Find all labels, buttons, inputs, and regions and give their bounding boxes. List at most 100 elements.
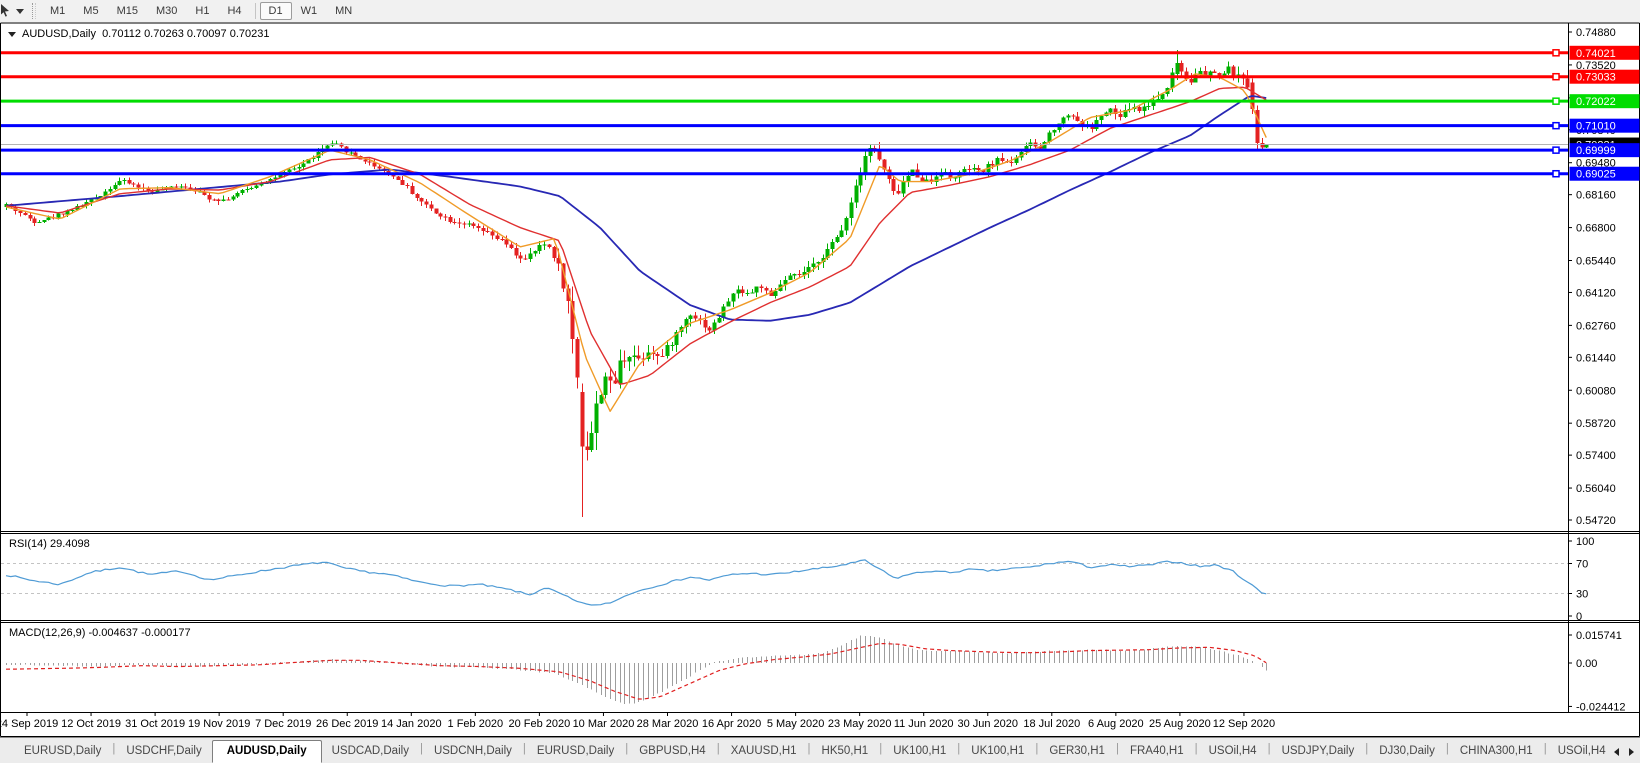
macd-label: MACD(12,26,9) -0.004637 -0.000177 bbox=[9, 627, 191, 639]
tab-separator: | bbox=[1543, 743, 1547, 755]
date-label: 1 Feb 2020 bbox=[448, 718, 504, 730]
rsi-tick-label: 70 bbox=[1576, 559, 1588, 571]
chart-tab-usdcnh-daily[interactable]: USDCNH,Daily bbox=[433, 745, 512, 757]
timeframe-button-mn[interactable]: MN bbox=[335, 5, 353, 17]
chart-tab-china300-h1[interactable]: CHINA300,H1 bbox=[1459, 745, 1533, 757]
chart-tab-audusd-daily[interactable]: AUDUSD,Daily bbox=[211, 740, 322, 763]
hline-handle[interactable] bbox=[1552, 49, 1560, 57]
hline-tag bbox=[1569, 118, 1640, 133]
hline-handle[interactable] bbox=[1552, 121, 1560, 130]
hline-tag-text: 0.72022 bbox=[1576, 96, 1616, 108]
price-tick-label: 0.69480 bbox=[1576, 158, 1616, 170]
chart-tab-eurusd-daily[interactable]: EURUSD,Daily bbox=[24, 745, 102, 757]
panel-borders bbox=[0, 22, 1640, 737]
hline-handle[interactable] bbox=[1552, 97, 1560, 105]
dropdown-caret-icon bbox=[16, 8, 24, 14]
toolbar-grip[interactable] bbox=[32, 3, 36, 19]
chart-tab-uk100-h1[interactable]: UK100,H1 bbox=[893, 745, 947, 757]
tab-separator: | bbox=[522, 743, 526, 755]
price-tick-label: 0.62760 bbox=[1576, 320, 1616, 332]
hline-tag-text: 0.74021 bbox=[1576, 48, 1616, 60]
tab-separator: | bbox=[112, 743, 116, 755]
date-label: 7 Dec 2019 bbox=[255, 718, 311, 730]
rsi-line bbox=[5, 559, 1267, 606]
tab-separator: | bbox=[1267, 743, 1271, 755]
price-tick-label: 0.57400 bbox=[1576, 450, 1616, 462]
hline-tag bbox=[1569, 166, 1640, 181]
tab-separator: | bbox=[879, 743, 883, 755]
price-tick-label: 0.58720 bbox=[1576, 418, 1616, 430]
tab-scroll-left-icon[interactable] bbox=[1614, 748, 1619, 756]
hline-tag-text: 0.69999 bbox=[1576, 145, 1616, 157]
rsi-tick-label: 100 bbox=[1576, 536, 1594, 548]
macd-signal-line bbox=[5, 642, 1267, 700]
hline-handle[interactable] bbox=[1552, 146, 1560, 154]
chart-title: AUDUSD,Daily 0.70112 0.70263 0.70097 0.7… bbox=[8, 28, 269, 40]
price-tick-label: 0.60080 bbox=[1576, 385, 1616, 397]
tab-separator: | bbox=[716, 743, 720, 755]
pointer-tool-button[interactable] bbox=[0, 2, 27, 20]
hline-tag-text: 0.73033 bbox=[1576, 72, 1616, 84]
hline-handle[interactable] bbox=[1552, 169, 1560, 178]
hline-handle[interactable] bbox=[1552, 72, 1560, 81]
tab-separator: | bbox=[1445, 743, 1449, 755]
chart-tab-eurusd-daily[interactable]: EURUSD,Daily bbox=[536, 745, 615, 757]
chart-tab-usdcad-daily[interactable]: USDCAD,Daily bbox=[331, 745, 409, 757]
timeframe-button-h1[interactable]: H1 bbox=[195, 5, 210, 17]
price-tick-label: 0.73520 bbox=[1576, 60, 1616, 72]
chart-tab-fra40-h1[interactable]: FRA40,H1 bbox=[1129, 745, 1184, 757]
price-tick-label: 0.66800 bbox=[1576, 223, 1616, 235]
timeframe-button-m30[interactable]: M30 bbox=[155, 5, 178, 17]
chart-title-text: AUDUSD,Daily 0.70112 0.70263 0.70097 0.7… bbox=[22, 28, 270, 40]
mid-ma-line bbox=[5, 86, 1267, 385]
tab-separator: | bbox=[957, 743, 961, 755]
chart-tab-usdjpy-daily[interactable]: USDJPY,Daily bbox=[1281, 745, 1355, 757]
timeframe-button-m1[interactable]: M1 bbox=[50, 5, 66, 17]
chart-tab-xauusd-h1[interactable]: XAUUSD,H1 bbox=[730, 745, 797, 757]
tab-scroll-right-icon[interactable] bbox=[1629, 748, 1634, 756]
timeframe-button-m5[interactable]: M5 bbox=[83, 5, 99, 17]
hline-tag bbox=[1569, 143, 1640, 158]
date-label: 5 May 2020 bbox=[767, 718, 824, 730]
date-label: 23 May 2020 bbox=[828, 718, 892, 730]
macd-tick-label: 0.00 bbox=[1576, 658, 1597, 670]
date-label: 12 Sep 2020 bbox=[1213, 718, 1275, 730]
date-label: 16 Apr 2020 bbox=[702, 718, 761, 730]
horizontal-level-lines bbox=[1, 49, 1568, 178]
timeframe-button-h4[interactable]: H4 bbox=[227, 5, 242, 17]
date-label: 14 Jan 2020 bbox=[381, 718, 442, 730]
date-label: 30 Jun 2020 bbox=[957, 718, 1018, 730]
tab-separator: | bbox=[1035, 743, 1039, 755]
chart-tabbar: EURUSD,Daily | USDCHF,Daily AUDUSD,Daily USD… bbox=[0, 737, 1640, 763]
chart-dropdown-icon[interactable] bbox=[8, 31, 16, 37]
candlestick-series bbox=[4, 50, 1269, 517]
timeframe-button-w1[interactable]: W1 bbox=[300, 5, 318, 17]
hline-tag bbox=[1569, 45, 1640, 60]
chart-tab-gbpusd-h4[interactable]: GBPUSD,H4 bbox=[639, 745, 706, 757]
date-label: 12 Oct 2019 bbox=[61, 718, 121, 730]
pointer-cursor-icon bbox=[0, 3, 12, 20]
moving-averages bbox=[5, 73, 1267, 412]
chart-tab-usdchf-daily[interactable]: USDCHF,Daily bbox=[126, 745, 202, 757]
hline-tag-text: 0.71010 bbox=[1576, 121, 1616, 133]
chart-canvas[interactable]: 0.748800.735200.721600.708400.694800.681… bbox=[0, 22, 1640, 737]
tab-separator: | bbox=[1365, 743, 1369, 755]
timeframe-button-d1[interactable]: D1 bbox=[259, 2, 292, 20]
macd-histogram bbox=[6, 635, 1267, 705]
chart-tab-usoil-h4[interactable]: USOil,H4 bbox=[1557, 745, 1606, 757]
tab-separator: | bbox=[1115, 743, 1119, 755]
date-label: 24 Sep 2019 bbox=[0, 718, 58, 730]
macd-tick-label: -0.024412 bbox=[1576, 701, 1626, 713]
hline-tag bbox=[1569, 69, 1640, 84]
chart-tab-ger30-h1[interactable]: GER30,H1 bbox=[1049, 745, 1105, 757]
timeframe-button-m15[interactable]: M15 bbox=[116, 5, 138, 17]
tab-separator: | bbox=[1194, 743, 1198, 755]
date-label: 18 Jul 2020 bbox=[1023, 718, 1080, 730]
chart-tab-hk50-h1[interactable]: HK50,H1 bbox=[821, 745, 869, 757]
fast-ma-line bbox=[5, 73, 1267, 412]
chart-tab-dj30-daily[interactable]: DJ30,Daily bbox=[1379, 745, 1435, 757]
rsi-tick-label: 30 bbox=[1576, 589, 1588, 601]
chart-tab-uk100-h1[interactable]: UK100,H1 bbox=[971, 745, 1025, 757]
chart-tab-usoil-h4[interactable]: USOil,H4 bbox=[1208, 745, 1257, 757]
